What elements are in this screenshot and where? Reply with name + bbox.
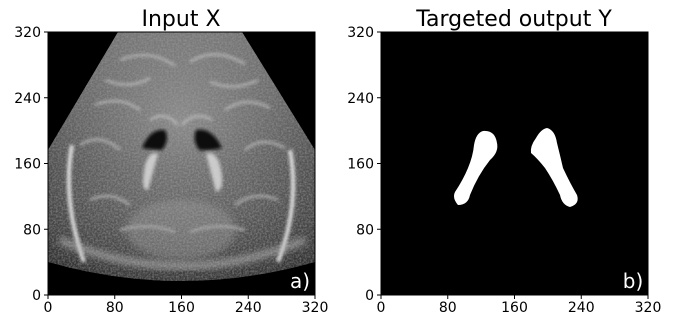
panel-b-ytick-label: 80 bbox=[356, 222, 374, 238]
panel-b-label: b) bbox=[623, 269, 644, 293]
ventricle-right bbox=[194, 129, 222, 151]
mask-background bbox=[381, 32, 648, 295]
panel-a-xtick-label: 0 bbox=[44, 300, 53, 316]
panel-a-ytick-label: 0 bbox=[32, 288, 41, 304]
ultrasound-image bbox=[48, 32, 315, 295]
panel-b-axes: 0 80 160 240 320 0 80 160 240 320 bbox=[347, 25, 661, 316]
panel-a-title: Input X bbox=[141, 7, 220, 32]
panel-a-ytick-label: 240 bbox=[14, 91, 41, 107]
panel-b-xtick-label: 80 bbox=[439, 300, 457, 316]
panel-targeted-output-y: Targeted output Y b) 0 80 160 240 320 0 80 160 2… bbox=[347, 7, 661, 316]
panel-a-xtick-label: 240 bbox=[235, 300, 262, 316]
panel-a-ytick-label: 80 bbox=[23, 222, 41, 238]
panel-b-ytick-label: 160 bbox=[347, 157, 374, 173]
panel-b-title: Targeted output Y bbox=[415, 7, 612, 32]
panel-b-ytick-label: 240 bbox=[347, 91, 374, 107]
panel-a-axes: 0 80 160 240 320 0 80 160 240 320 bbox=[14, 25, 328, 316]
panel-b-xtick-label: 0 bbox=[377, 300, 386, 316]
panel-b-ytick-label: 0 bbox=[365, 288, 374, 304]
panel-a-xtick-label: 160 bbox=[168, 300, 195, 316]
panel-a-xtick-label: 80 bbox=[106, 300, 124, 316]
panel-a-ytick-label: 160 bbox=[14, 157, 41, 173]
panel-b-xtick-label: 160 bbox=[501, 300, 528, 316]
panel-input-x: Input X bbox=[14, 7, 328, 316]
ventricle-left bbox=[142, 129, 167, 150]
panel-b-xtick-label: 240 bbox=[568, 300, 595, 316]
panel-a-xtick-label: 320 bbox=[302, 300, 329, 316]
panel-b-xtick-label: 320 bbox=[635, 300, 662, 316]
mask-left bbox=[454, 130, 498, 205]
panel-b-ytick-label: 320 bbox=[347, 25, 374, 41]
panel-a-label: a) bbox=[290, 269, 310, 293]
mask-right bbox=[530, 128, 578, 207]
panel-a-ytick-label: 320 bbox=[14, 25, 41, 41]
